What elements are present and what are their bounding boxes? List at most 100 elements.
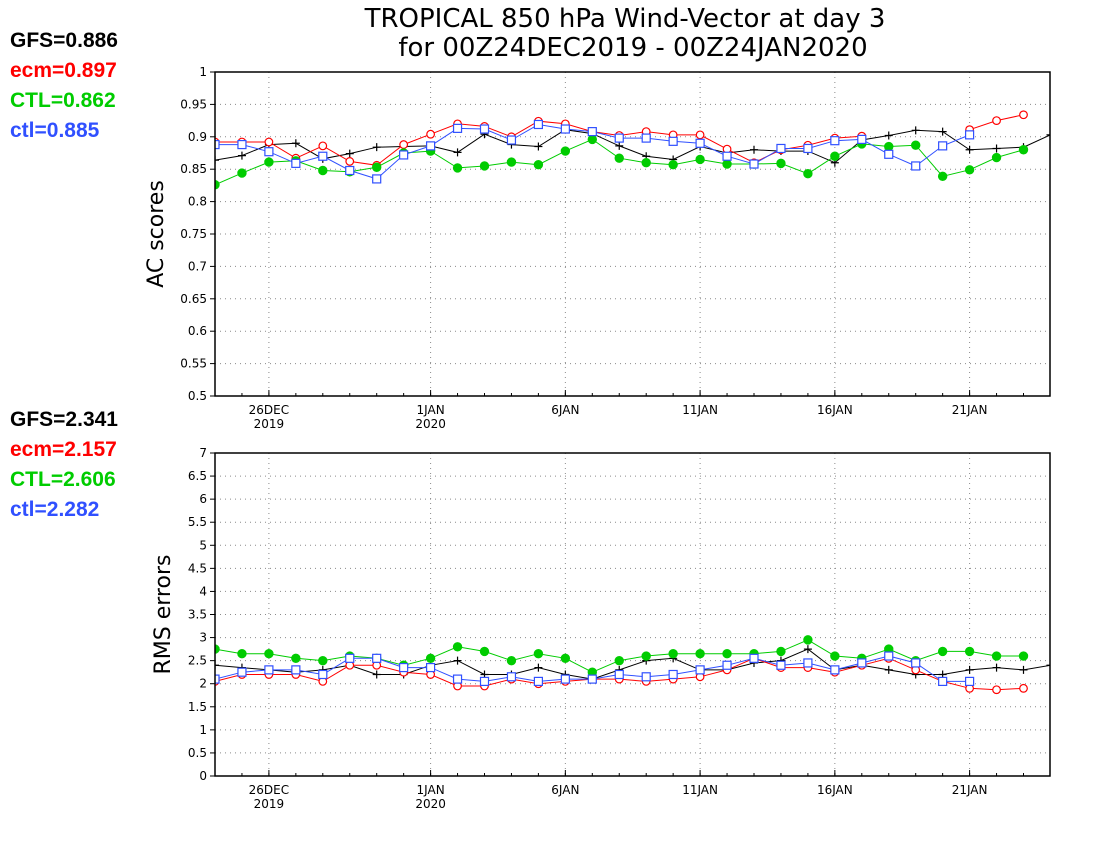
y-tick-label: 0 xyxy=(199,769,207,783)
data-point-CTL xyxy=(479,646,490,657)
y-tick-label: 0.5 xyxy=(188,389,207,403)
data-point-GFS xyxy=(938,127,947,136)
x-tick-label: 1JAN xyxy=(417,783,445,797)
data-point-ctl xyxy=(938,141,948,151)
data-point-CTL xyxy=(668,159,678,170)
data-point-CTL xyxy=(237,649,247,659)
data-point-ctl xyxy=(884,651,894,661)
series-GFS xyxy=(215,645,1050,684)
data-point-CTL xyxy=(1018,651,1029,661)
data-point-GFS xyxy=(534,663,543,672)
data-point-ecm xyxy=(992,116,1001,125)
data-point-GFS xyxy=(1046,130,1050,139)
y-tick-label: 1 xyxy=(199,723,207,737)
y-tick-label: 0.65 xyxy=(180,292,207,306)
y-tick-label: 0.6 xyxy=(188,324,207,338)
data-point-CTL xyxy=(372,162,382,172)
data-point-CTL xyxy=(1018,145,1029,155)
data-point-ctl xyxy=(452,674,463,684)
data-point-ctl xyxy=(587,674,597,684)
data-point-CTL xyxy=(479,161,490,171)
y-tick-label: 5 xyxy=(199,538,207,552)
data-point-ctl xyxy=(857,134,867,144)
data-point-CTL xyxy=(614,153,624,163)
data-point-ctl xyxy=(668,136,678,146)
y-tick-label: 6 xyxy=(199,492,207,506)
data-point-ctl xyxy=(399,662,409,673)
y-tick-label: 0.75 xyxy=(180,227,207,241)
data-point-GFS xyxy=(803,645,812,654)
data-point-ctl xyxy=(345,653,355,663)
y-tick-label: 0.7 xyxy=(188,259,207,273)
x-tick-label: 16JAN xyxy=(817,783,853,797)
chart-title: TROPICAL 850 hPa Wind-Vector at day 3 xyxy=(364,4,886,34)
data-point-ctl xyxy=(318,151,328,161)
y-tick-label: 3 xyxy=(199,631,207,645)
plot-frame xyxy=(214,452,1051,777)
data-point-CTL xyxy=(830,651,840,661)
data-point-GFS xyxy=(291,139,300,148)
data-point-CTL xyxy=(964,165,975,175)
x-tick-label: 26DEC xyxy=(249,403,289,417)
x-tick-label: 6JAN xyxy=(551,403,579,417)
stat-GFS: GFS=0.886 xyxy=(10,29,118,52)
data-point-ecm xyxy=(399,140,409,149)
y-axis-label: RMS errors xyxy=(151,555,176,675)
y-axis-label: AC scores xyxy=(144,180,169,288)
data-point-CTL xyxy=(237,168,247,178)
series-ctl xyxy=(215,651,975,687)
data-point-CTL xyxy=(506,655,517,666)
data-point-ctl xyxy=(614,133,624,143)
data-point-CTL xyxy=(937,171,948,182)
x-tick-label: 26DEC xyxy=(249,783,289,797)
stat-CTL: CTL=0.862 xyxy=(10,89,116,112)
data-point-ctl xyxy=(749,653,759,663)
data-point-ctl xyxy=(830,665,840,675)
data-point-GFS xyxy=(884,665,893,674)
data-point-CTL xyxy=(533,159,544,170)
data-point-CTL xyxy=(911,140,921,150)
data-point-ctl xyxy=(215,139,220,150)
data-point-ctl xyxy=(291,158,301,168)
y-tick-label: 0.95 xyxy=(180,97,207,111)
x-tick-label: 1JAN xyxy=(417,403,445,417)
y-tick-label: 0.55 xyxy=(180,357,207,371)
data-point-ctl xyxy=(695,138,705,148)
x-tick-label: 11JAN xyxy=(682,783,718,797)
data-point-ctl xyxy=(830,136,840,146)
x-tick-year-label: 2019 xyxy=(254,417,285,431)
data-point-ctl xyxy=(722,151,732,161)
data-point-GFS xyxy=(1046,661,1050,670)
data-point-CTL xyxy=(991,152,1002,163)
data-point-ctl xyxy=(560,674,570,684)
data-point-ctl xyxy=(506,135,517,145)
data-point-GFS xyxy=(884,131,893,140)
data-point-ctl xyxy=(641,672,651,682)
y-tick-label: 0.85 xyxy=(180,162,207,176)
data-point-ctl xyxy=(964,130,975,140)
data-point-ctl xyxy=(614,669,624,680)
chart-subtitle: for 00Z24DEC2019 - 00Z24JAN2020 xyxy=(398,33,867,63)
stat-ctl: ctl=2.282 xyxy=(10,498,99,521)
data-point-ctl xyxy=(587,127,597,137)
x-tick-label: 21JAN xyxy=(952,783,988,797)
data-point-ctl xyxy=(668,669,678,680)
data-point-GFS xyxy=(215,156,219,165)
data-point-ctl xyxy=(479,676,490,687)
y-tick-label: 2.5 xyxy=(188,654,207,668)
data-point-ctl xyxy=(291,665,301,675)
data-point-ctl xyxy=(857,658,867,668)
data-point-GFS xyxy=(534,142,543,151)
y-tick-label: 0.9 xyxy=(188,130,207,144)
data-point-GFS xyxy=(615,141,624,150)
data-point-GFS xyxy=(372,670,381,679)
data-point-CTL xyxy=(776,646,786,657)
data-point-ecm xyxy=(695,130,705,140)
data-point-ctl xyxy=(884,149,894,159)
data-point-ctl xyxy=(533,676,544,687)
data-point-CTL xyxy=(722,159,732,169)
data-point-CTL xyxy=(452,642,463,652)
data-point-ecm xyxy=(1019,683,1028,693)
data-point-GFS xyxy=(453,656,462,665)
data-point-ctl xyxy=(479,124,490,134)
